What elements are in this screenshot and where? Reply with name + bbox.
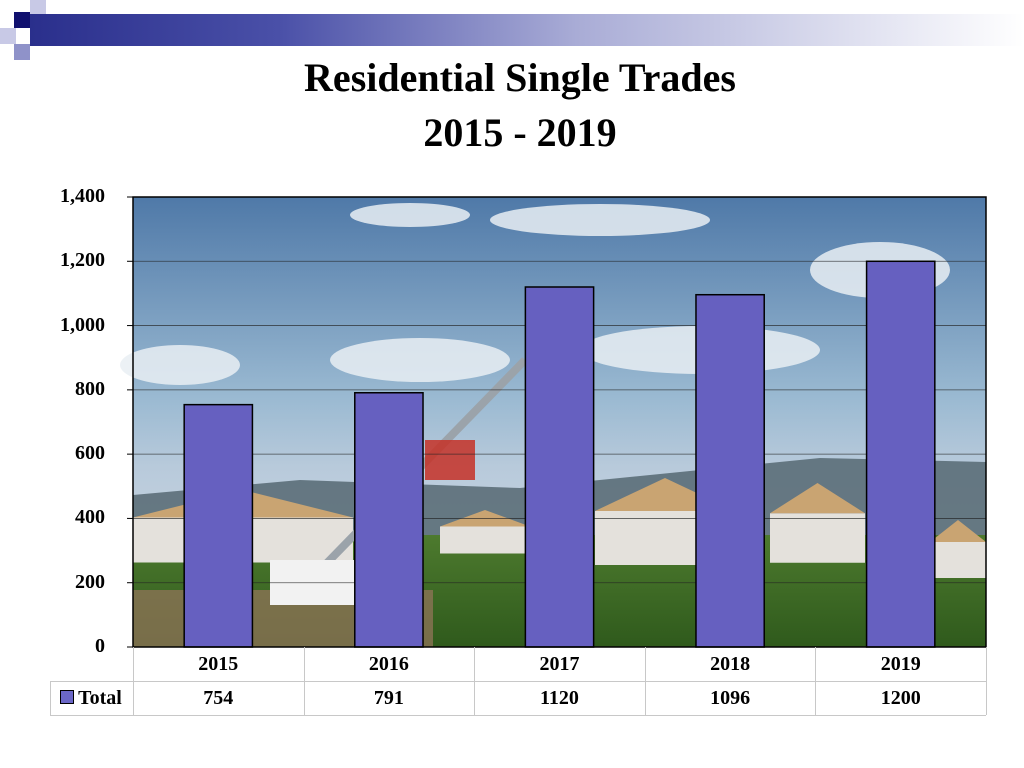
table-value-2017: 1120: [540, 687, 579, 709]
table-header-2015: 2015: [198, 653, 239, 675]
crane-lattice: [425, 440, 475, 480]
cloud: [490, 204, 710, 236]
table-line: [50, 681, 133, 682]
table-header-2018: 2018: [710, 653, 751, 675]
y-tick-label: 1,000: [60, 313, 105, 336]
legend-swatch: [60, 690, 75, 705]
table-line: [133, 681, 986, 682]
table-value-2018: 1096: [710, 687, 751, 709]
bar-2015: [183, 403, 254, 648]
house-wall: [440, 526, 530, 554]
cloud: [330, 338, 510, 382]
table-header-2017: 2017: [539, 653, 580, 675]
table-line: [815, 647, 817, 715]
y-tick-label: 600: [75, 442, 105, 465]
table-line: [986, 647, 987, 715]
table-line: [303, 647, 305, 715]
bar-series: [183, 260, 936, 648]
slide-title: Residential Single Trades: [304, 55, 736, 100]
y-tick-label: 1,400: [60, 185, 105, 207]
table-line: [50, 715, 986, 716]
bar-2017: [524, 286, 595, 648]
y-tick-label: 800: [75, 377, 105, 400]
y-tick-label: 1,200: [60, 249, 105, 272]
table-line: [133, 647, 134, 715]
roof-truss: [930, 520, 986, 542]
house-wall: [930, 542, 986, 578]
legend-total: Total: [50, 682, 132, 714]
y-tick-label: 400: [75, 506, 105, 529]
roof-truss: [770, 483, 865, 514]
y-tick-label: 200: [75, 570, 105, 593]
bar-2019: [865, 260, 936, 648]
header-gradient-bar: [30, 14, 1024, 46]
table-line: [644, 647, 646, 715]
table-value-2019: 1200: [880, 687, 921, 709]
bar-2018: [695, 293, 765, 648]
cloud: [120, 345, 240, 385]
table-value-2016: 791: [373, 687, 404, 709]
slide-subtitle: 2015 - 2019: [423, 110, 617, 155]
table-header-2019: 2019: [880, 653, 921, 675]
table-value-2015: 754: [203, 687, 234, 709]
plot-border: [132, 196, 987, 648]
table-header-2016: 2016: [368, 653, 409, 675]
y-tick-label: 0: [95, 635, 105, 657]
table-line: [50, 681, 51, 715]
table-line: [474, 647, 476, 715]
cloud: [350, 203, 470, 227]
house-wall: [770, 513, 865, 563]
series-name: Total: [78, 687, 122, 709]
bar-2016: [354, 392, 424, 648]
